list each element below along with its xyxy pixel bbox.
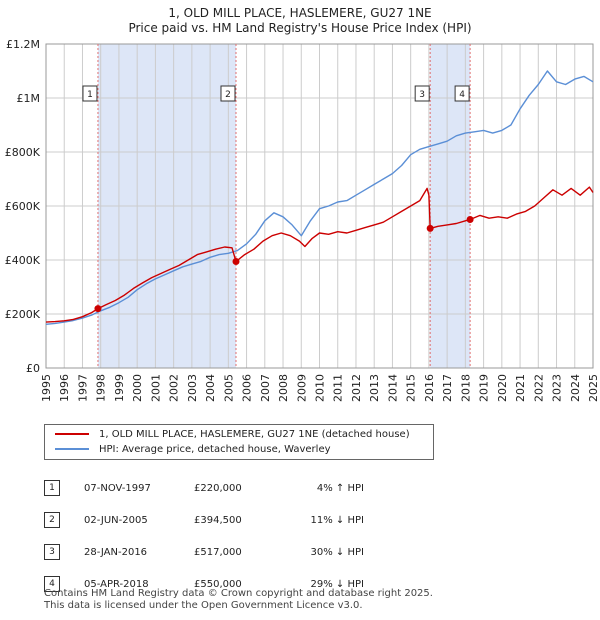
table-row: 3 28-JAN-2016 £517,000 30% ↓ HPI: [44, 536, 364, 568]
table-row: 1 07-NOV-1997 £220,000 4% ↑ HPI: [44, 472, 364, 504]
x-tick-label: 2015: [405, 374, 418, 402]
x-tick-label: 1999: [113, 374, 126, 402]
y-tick-label: £200K: [5, 308, 41, 321]
sale-date: 28-JAN-2016: [84, 546, 148, 558]
chart-title: 1, OLD MILL PLACE, HASLEMERE, GU27 1NE: [168, 6, 432, 20]
sale-number: 3: [44, 544, 60, 560]
sale-marker-box: [82, 85, 98, 102]
legend-item-property: 1, OLD MILL PLACE, HASLEMERE, GU27 1NE (…: [55, 428, 410, 442]
legend-swatch-property: [55, 433, 89, 435]
y-tick-label: £400K: [5, 254, 41, 267]
y-tick-label: £1.2M: [6, 38, 40, 51]
hpi-line: [45, 70, 594, 325]
x-tick-label: 2019: [478, 374, 491, 402]
x-tick-label: 2001: [149, 374, 162, 402]
footer-licence: This data is licensed under the Open Gov…: [44, 600, 363, 611]
footer-copyright: Contains HM Land Registry data © Crown c…: [44, 588, 433, 599]
sale-date: 07-NOV-1997: [84, 482, 151, 494]
table-row: 4 05-APR-2018 £550,000 29% ↓ HPI: [44, 568, 364, 600]
sale-number: 2: [44, 512, 60, 528]
plot-frame: [45, 43, 594, 369]
sale-number: 4: [44, 576, 60, 592]
x-tick-label: 2012: [350, 374, 363, 402]
sale-hpi-diff: 29% ↓ HPI: [310, 578, 364, 590]
x-tick-label: 2022: [532, 374, 545, 402]
x-tick-label: 2007: [259, 374, 272, 402]
legend-label-property: 1, OLD MILL PLACE, HASLEMERE, GU27 1NE (…: [99, 429, 410, 440]
sale-hpi-diff: 30% ↓ HPI: [310, 546, 364, 558]
x-tick-label: 2014: [386, 374, 399, 402]
x-tick-label: 2005: [222, 374, 235, 402]
x-tick-label: 2023: [551, 374, 564, 402]
sale-price: £550,000: [194, 578, 242, 590]
y-tick-label: £800K: [5, 146, 41, 159]
sale-marker-label: 2: [225, 90, 231, 100]
y-tick-label: £600K: [5, 200, 41, 213]
property-price-line: [45, 186, 594, 323]
legend-swatch-hpi: [55, 448, 89, 450]
x-tick-label: 2018: [459, 374, 472, 402]
sales-table: 1 07-NOV-1997 £220,000 4% ↑ HPI 2 02-JUN…: [44, 472, 364, 600]
y-tick-label: £0: [26, 362, 40, 375]
sale-point: [94, 305, 102, 313]
x-tick-label: 2008: [277, 374, 290, 402]
sale-marker-label: 1: [87, 90, 93, 100]
x-tick-label: 2025: [587, 374, 600, 402]
chart-subtitle: Price paid vs. HM Land Registry's House …: [128, 21, 472, 35]
sale-point: [466, 216, 474, 223]
sale-marker-box: [414, 85, 430, 102]
x-tick-label: 2000: [131, 374, 144, 402]
x-tick-label: 1995: [40, 374, 53, 402]
legend-item-hpi: HPI: Average price, detached house, Wave…: [55, 443, 331, 457]
x-tick-label: 2010: [314, 374, 327, 402]
x-tick-label: 1996: [58, 374, 71, 402]
sale-date: 02-JUN-2005: [84, 514, 148, 526]
x-tick-label: 2002: [168, 374, 181, 402]
x-tick-label: 1997: [76, 374, 89, 402]
sale-hpi-diff: 4% ↑ HPI: [316, 482, 364, 494]
footer-attribution: Contains HM Land Registry data © Crown c…: [44, 588, 433, 612]
x-tick-label: 2006: [241, 374, 254, 402]
price-chart: £0 £200K £400K £600K £800K £1M £1.2M 1995 1996 19…: [5, 38, 600, 402]
x-tick-label: 2009: [295, 374, 308, 402]
x-tick-label: 2003: [186, 374, 199, 402]
x-tick-label: 2021: [514, 374, 527, 402]
sale-price: £220,000: [194, 482, 242, 494]
sale-price: £394,500: [194, 514, 242, 526]
sale-hpi-diff: 11% ↓ HPI: [310, 514, 364, 526]
sale-marker-box: [220, 85, 236, 102]
x-tick-label: 2004: [204, 374, 217, 402]
sale-point: [232, 257, 240, 265]
sale-number: 1: [44, 480, 60, 496]
sale-marker-label: 4: [459, 90, 465, 100]
x-tick-label: 2011: [332, 374, 345, 402]
x-tick-label: 2024: [569, 374, 582, 402]
y-tick-label: £1M: [17, 92, 41, 105]
sale-date: 05-APR-2018: [84, 578, 149, 590]
sale-marker-box: [454, 85, 470, 102]
x-tick-label: 2013: [368, 374, 381, 402]
table-row: 2 02-JUN-2005 £394,500 11% ↓ HPI: [44, 504, 364, 536]
chart-legend: 1, OLD MILL PLACE, HASLEMERE, GU27 1NE (…: [44, 424, 434, 460]
x-tick-label: 2016: [423, 374, 436, 402]
sale-point: [426, 224, 434, 232]
x-tick-label: 1998: [95, 374, 108, 402]
x-tick-label: 2017: [441, 374, 454, 402]
sale-price: £517,000: [194, 546, 242, 558]
x-tick-label: 2020: [496, 374, 509, 402]
legend-label-hpi: HPI: Average price, detached house, Wave…: [99, 444, 331, 455]
sale-marker-label: 3: [419, 90, 425, 100]
